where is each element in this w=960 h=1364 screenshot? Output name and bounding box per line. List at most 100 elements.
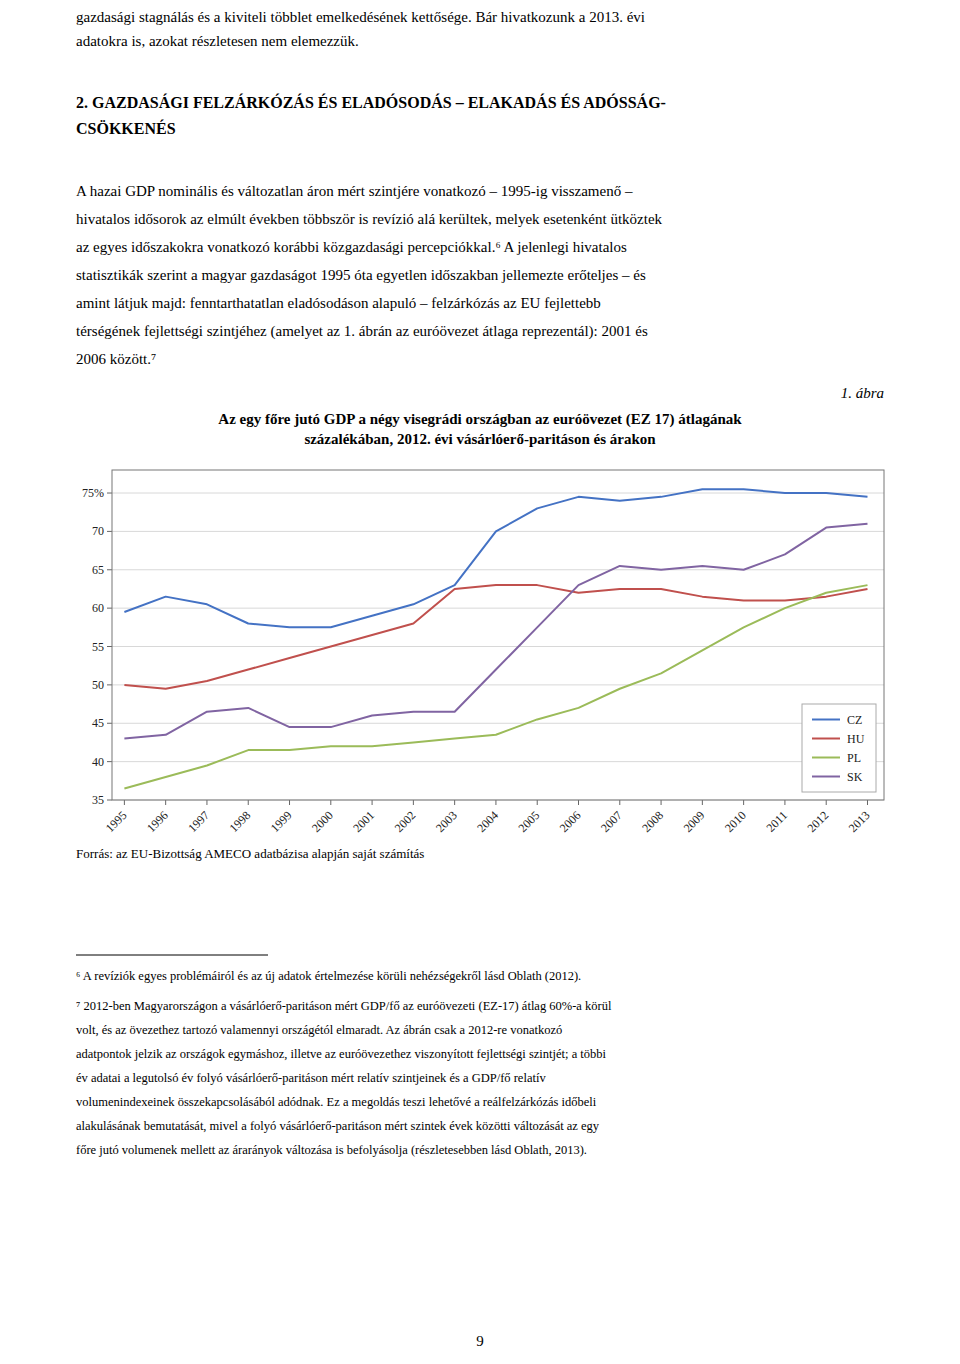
x-tick bbox=[537, 800, 538, 805]
series-line bbox=[124, 585, 867, 788]
footnote-text: ⁷ 2012-ben Magyarországon a vásárlóerő-p… bbox=[76, 999, 612, 1013]
body-text: térségének fejlettségi szintjéhez (amely… bbox=[76, 323, 648, 340]
legend-swatch bbox=[812, 719, 840, 721]
x-tick bbox=[372, 800, 373, 805]
intro-text: gazdasági stagnálás és a kiviteli többle… bbox=[76, 9, 645, 25]
intro-text: adatokra is, azokat részletesen nem elem… bbox=[76, 33, 359, 49]
chart: 35 40 45 50 55 60 65 70 75% 1995 1996 1997 1998 1999 2… bbox=[82, 470, 884, 835]
series-line bbox=[124, 585, 867, 689]
grid-line bbox=[112, 684, 884, 685]
x-tick-label: 1997 bbox=[185, 808, 212, 835]
legend-label: CZ bbox=[847, 713, 862, 727]
x-tick bbox=[702, 800, 703, 805]
x-tick bbox=[454, 800, 455, 805]
legend-swatch bbox=[812, 738, 840, 740]
plot-frame bbox=[112, 470, 884, 800]
x-tick-label: 1999 bbox=[268, 808, 295, 835]
page-number: 9 bbox=[476, 1333, 484, 1349]
body-text: az egyes időszakokra vonatkozó korábbi k… bbox=[76, 239, 627, 255]
footnote-text: volt, és az övezethez tartozó valamennyi… bbox=[76, 1023, 562, 1037]
source-text: Forrás: az EU-Bizottság AMECO adatbázisa… bbox=[76, 846, 424, 861]
x-tick-label: 2009 bbox=[681, 808, 708, 835]
y-tick-label: 70 bbox=[92, 524, 104, 538]
y-tick-label: 35 bbox=[92, 793, 104, 807]
body-text: A hazai GDP nominális és változatlan áro… bbox=[76, 183, 633, 199]
grid-line bbox=[112, 569, 884, 570]
grid-line bbox=[112, 761, 884, 762]
x-tick-label: 2004 bbox=[474, 808, 501, 835]
legend-box bbox=[802, 704, 876, 792]
x-tick bbox=[661, 800, 662, 805]
x-tick-label: 2008 bbox=[639, 808, 666, 835]
chart-title: százalékában, 2012. évi vásárlóerő-parit… bbox=[304, 431, 656, 447]
y-tick bbox=[107, 684, 112, 685]
figure-label: 1. ábra bbox=[841, 385, 884, 401]
y-tick bbox=[107, 761, 112, 762]
x-tick bbox=[784, 800, 785, 805]
x-tick-label: 2003 bbox=[433, 808, 460, 835]
x-tick-label: 2002 bbox=[392, 808, 419, 835]
x-tick bbox=[289, 800, 290, 805]
series-line bbox=[124, 524, 867, 739]
x-tick-label: 2012 bbox=[804, 808, 831, 835]
x-tick-label: 2006 bbox=[557, 808, 584, 835]
x-tick bbox=[867, 800, 868, 805]
x-tick bbox=[826, 800, 827, 805]
footnote-text: adatpontok jelzik az országok egymáshoz,… bbox=[76, 1047, 607, 1061]
section-heading: 2. GAZDASÁGI FELZÁRKÓZÁS ÉS ELADÓSODÁS –… bbox=[76, 93, 666, 111]
footnote-rule bbox=[76, 955, 268, 956]
background bbox=[0, 0, 960, 1364]
y-tick-label: 45 bbox=[92, 716, 104, 730]
x-tick-label: 2007 bbox=[598, 808, 625, 835]
body-text: hivatalos idősorok az elmúlt években töb… bbox=[76, 211, 663, 227]
footnote-text: alakulásának bemutatását, mivel a folyó … bbox=[76, 1119, 600, 1133]
footnote-text: év adatai a legutolsó év folyó vásárlóer… bbox=[76, 1071, 546, 1085]
grid-line bbox=[112, 723, 884, 724]
legend-label: PL bbox=[847, 751, 861, 765]
legend-label: HU bbox=[847, 732, 865, 746]
x-tick bbox=[495, 800, 496, 805]
y-tick-label: 50 bbox=[92, 678, 104, 692]
x-tick-label: 1995 bbox=[103, 808, 130, 835]
x-tick bbox=[743, 800, 744, 805]
body-text: statisztikák szerint a magyar gazdaságot… bbox=[76, 267, 646, 283]
x-tick bbox=[124, 800, 125, 805]
legend-swatch bbox=[812, 776, 840, 778]
grid-line bbox=[112, 493, 884, 494]
y-tick bbox=[107, 493, 112, 494]
series-line bbox=[124, 489, 867, 627]
footnote-text: ⁶ A revíziók egyes problémáiról és az új… bbox=[76, 969, 581, 983]
y-tick bbox=[107, 723, 112, 724]
body-text: amint látjuk majd: fenntarthatatlan elad… bbox=[76, 295, 601, 311]
y-tick-label: 65 bbox=[92, 563, 104, 577]
legend-label: SK bbox=[847, 770, 863, 784]
y-tick bbox=[107, 608, 112, 609]
legend-swatch bbox=[812, 757, 840, 759]
y-tick bbox=[107, 646, 112, 647]
chart-title: Az egy főre jutó GDP a négy visegrádi or… bbox=[218, 411, 742, 428]
y-tick-label: 40 bbox=[92, 755, 104, 769]
y-tick-label: 75% bbox=[82, 486, 104, 500]
body-text: 2006 között.⁷ bbox=[76, 351, 156, 367]
footnote-text: volumenindexeinek összekapcsolásából adó… bbox=[76, 1095, 597, 1109]
y-tick bbox=[107, 569, 112, 570]
x-tick bbox=[330, 800, 331, 805]
x-tick-label: 2005 bbox=[515, 808, 542, 835]
x-tick bbox=[578, 800, 579, 805]
grid-line bbox=[112, 646, 884, 647]
section-heading: CSÖKKENÉS bbox=[76, 119, 176, 137]
y-tick bbox=[107, 800, 112, 801]
x-tick bbox=[413, 800, 414, 805]
y-tick-label: 60 bbox=[92, 601, 104, 615]
y-tick-label: 55 bbox=[92, 640, 104, 654]
page: gazdasági stagnálás és a kiviteli többle… bbox=[0, 0, 960, 1364]
x-tick bbox=[165, 800, 166, 805]
series-group bbox=[124, 489, 867, 788]
legend: CZ HU PL SK bbox=[802, 704, 876, 792]
x-tick bbox=[619, 800, 620, 805]
y-tick bbox=[107, 531, 112, 532]
x-tick bbox=[248, 800, 249, 805]
x-tick-label: 1996 bbox=[144, 808, 171, 835]
footnote-text: főre jutó volumenek mellett az árarányok… bbox=[76, 1143, 587, 1157]
x-tick-label: 1998 bbox=[226, 808, 253, 835]
